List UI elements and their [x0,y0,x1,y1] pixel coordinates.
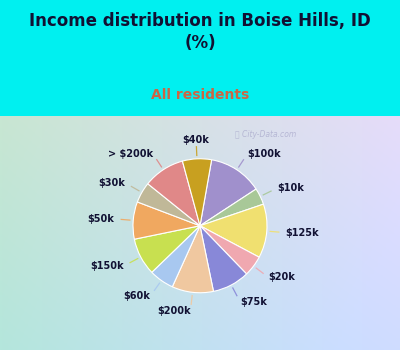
Wedge shape [148,161,200,226]
Text: > $200k: > $200k [108,149,153,159]
Text: $200k: $200k [157,306,190,316]
Text: $100k: $100k [247,149,281,159]
Wedge shape [133,202,200,239]
Wedge shape [134,226,200,272]
Text: $150k: $150k [90,261,124,271]
Text: $50k: $50k [88,214,114,224]
Wedge shape [200,226,246,292]
Text: ⓘ City-Data.com: ⓘ City-Data.com [235,130,296,139]
Text: $75k: $75k [240,296,267,307]
Wedge shape [137,184,200,226]
Text: $20k: $20k [268,272,295,282]
Text: All residents: All residents [151,88,249,102]
Text: $40k: $40k [183,135,210,145]
Text: $125k: $125k [286,228,319,238]
Text: Income distribution in Boise Hills, ID
(%): Income distribution in Boise Hills, ID (… [29,12,371,52]
Wedge shape [200,204,267,257]
Text: $10k: $10k [277,183,304,193]
Wedge shape [172,226,214,293]
Wedge shape [152,226,200,287]
Text: $30k: $30k [99,178,126,188]
Wedge shape [200,226,259,274]
Wedge shape [200,189,264,226]
Text: $60k: $60k [124,291,150,301]
Wedge shape [200,160,256,226]
Wedge shape [182,159,212,226]
